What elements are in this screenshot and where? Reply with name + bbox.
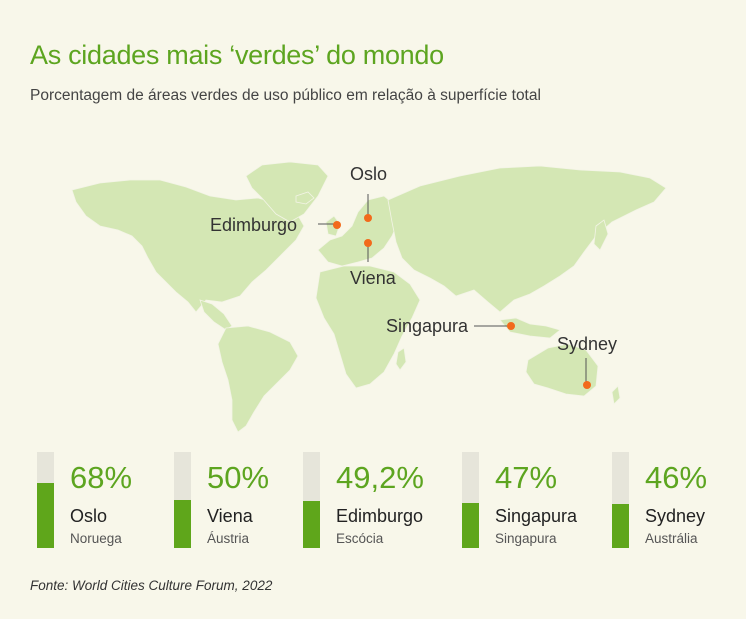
north-america-shape [71,179,305,313]
africa-shape [315,265,421,389]
country-name-sydney: Austrália [645,531,698,546]
bar-oslo [37,483,54,548]
city-name-sydney: Sydney [645,506,706,526]
bar-sydney [612,504,629,548]
south-america-shape [217,325,299,433]
bar-track [37,452,54,548]
value-label-oslo: 68% [70,460,133,495]
city-name-edimburgo: Edimburgo [336,506,424,526]
marker-sydney [583,381,591,389]
city-name-oslo: Oslo [70,506,108,526]
city-name-singapura: Singapura [495,506,578,526]
marker-singapura [507,322,515,330]
land-masses [71,161,667,433]
country-name-edimburgo: Escócia [336,531,384,546]
country-name-viena: Áustria [207,531,250,546]
central-america-shape [199,299,233,331]
new-zealand-shape [611,385,621,405]
australia-shape [525,343,599,397]
bar-edimburgo [303,501,320,548]
asia-shape [387,165,667,313]
value-label-edimburgo: 49,2% [336,460,424,495]
city-markers [333,214,591,389]
iceland-shape [295,191,315,205]
value-label-singapura: 47% [495,460,558,495]
city-name-viena: Viena [207,506,253,526]
bar-track [612,452,629,548]
chart-title: As cidades mais ‘verdes’ do mondo [30,40,444,70]
bar-track [174,452,191,548]
value-label-sydney: 46% [645,460,708,495]
source-note: Fonte: World Cities Culture Forum, 2022 [30,578,273,593]
map-label-viena: Viena [350,268,397,288]
country-name-singapura: Singapura [495,531,557,546]
chart-subtitle: Porcentagem de áreas verdes de uso públi… [30,87,541,104]
bar-viena [174,500,191,548]
country-name-oslo: Noruega [70,531,122,546]
greenland-shape [245,161,329,223]
madagascar-shape [395,347,407,371]
map-label-edimburgo: Edimburgo [210,215,297,235]
bar-track [303,452,320,548]
british-isles-shape [325,215,341,237]
world-map: Oslo Viena Edimburgo Singapura Sydney [71,161,667,433]
map-label-singapura: Singapura [386,316,469,336]
marker-edimburgo [333,221,341,229]
value-label-viena: 50% [207,460,270,495]
map-label-sydney: Sydney [557,334,617,354]
map-label-oslo: Oslo [350,164,387,184]
southeast-asia-islands-shape [499,317,561,339]
bar-track [462,452,479,548]
bar-singapura [462,503,479,548]
marker-oslo [364,214,372,222]
japan-shape [593,219,609,251]
marker-viena [364,239,372,247]
